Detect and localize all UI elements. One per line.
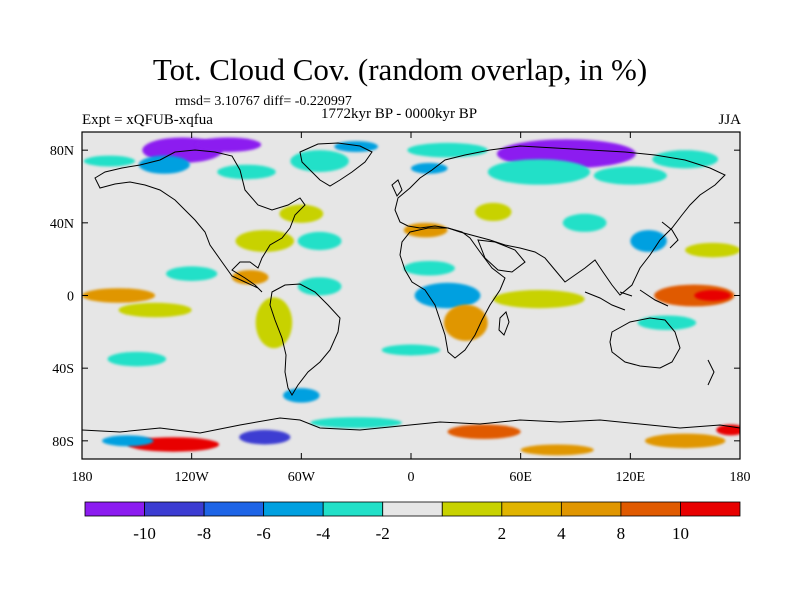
anomaly-patch (231, 270, 269, 285)
coastline-north-america (94, 149, 306, 293)
colorbar-label: 4 (557, 524, 566, 543)
colorbar-label: -10 (133, 524, 156, 543)
lon-tick-label: 60E (509, 470, 532, 485)
anomaly-patch (239, 429, 291, 445)
anomaly-patch (414, 282, 481, 309)
anomaly-patch (138, 155, 190, 174)
experiment-label: Expt = xQFUB-xqfua (82, 112, 213, 128)
colorbar-swatch (560, 501, 622, 517)
season-label: JJA (718, 112, 741, 128)
anomaly-patch (493, 290, 585, 309)
lat-tick-label: 80S (52, 435, 74, 450)
anomaly-patch (685, 242, 740, 258)
coastline-arabia (477, 239, 526, 273)
anomaly-patch (255, 297, 293, 349)
anomaly-patch (195, 137, 262, 152)
anomaly-patch (487, 159, 591, 185)
colorbar-swatch (144, 501, 205, 517)
coastline-antarctica (82, 417, 740, 434)
anomaly-patch (407, 142, 488, 158)
colorbar-label: 8 (617, 524, 626, 543)
colorbar-label: -4 (316, 524, 331, 543)
colorbar-swatch (620, 501, 681, 517)
anomaly-patch (334, 141, 379, 152)
coastline-madagascar (498, 311, 510, 336)
colorbar-swatch (501, 501, 562, 517)
colorbar-swatch (441, 501, 503, 517)
lon-tick-label: 180 (730, 470, 751, 485)
anomaly-patch (447, 424, 521, 440)
colorbar-label: 10 (672, 524, 689, 543)
coastline-australia (609, 317, 681, 369)
colorbar: -10 -8 -6 -4 -2 2 4 8 10 (84, 501, 741, 543)
lon-tick-label: 60W (288, 470, 316, 485)
axis-ticks: 180 120W 60W 0 60E 120E 180 80N 40N 0 40S 80S (50, 132, 751, 485)
coastline-greenland (299, 142, 373, 187)
coastline-africa (399, 227, 506, 359)
lon-tick-label: 120E (616, 470, 646, 485)
anomaly-patch (310, 417, 402, 429)
anomaly-patch (297, 277, 342, 296)
anomaly-patch (593, 166, 667, 185)
lat-tick-label: 80N (50, 144, 74, 159)
colorbar-label: -6 (257, 524, 271, 543)
lat-tick-label: 40N (50, 217, 74, 232)
anomaly-patch (474, 202, 512, 222)
anomaly-field (82, 137, 740, 456)
colorbar-swatch (322, 501, 384, 517)
anomaly-patch (217, 164, 276, 180)
anomaly-patch (716, 424, 740, 436)
colorbar-swatch (382, 501, 443, 517)
colorbar-label: -8 (197, 524, 211, 543)
colorbar-swatch (680, 501, 741, 517)
colorbar-swatch (84, 501, 145, 517)
lon-tick-label: 120W (175, 470, 210, 485)
anomaly-patch (297, 231, 342, 251)
anomaly-patch (562, 213, 607, 232)
anomaly-patch (644, 433, 726, 449)
anomaly-patch (107, 351, 167, 367)
anomaly-patch (694, 290, 731, 301)
anomaly-patch (102, 435, 154, 447)
period-label: 1772kyr BP - 0000kyr BP (321, 106, 478, 122)
colorbar-label: -2 (376, 524, 390, 543)
anomaly-patch (652, 150, 719, 169)
anomaly-patch (279, 204, 324, 223)
coastline-british-isles (391, 179, 403, 197)
anomaly-patch (403, 222, 448, 238)
anomaly-patch (235, 230, 295, 252)
coastline-new-zealand (707, 359, 715, 386)
anomaly-patch (82, 288, 156, 303)
colorbar-swatch (263, 501, 324, 517)
anomaly-patch (520, 444, 594, 456)
rmsd-stats-label: rmsd= 3.10767 diff= -0.220997 (175, 94, 352, 109)
anomaly-patch (381, 344, 441, 356)
anomaly-patch (630, 230, 667, 252)
lat-tick-label: 40S (52, 362, 74, 377)
coastlines (82, 142, 740, 434)
coastline-south-america (269, 283, 341, 396)
colorbar-swatch (203, 501, 265, 517)
anomaly-patch (118, 302, 192, 318)
lon-tick-label: 0 (408, 470, 415, 485)
anomaly-patch (283, 388, 320, 403)
anomaly-patch (83, 155, 136, 167)
lon-tick-label: 180 (72, 470, 93, 485)
coastline-indonesia (584, 289, 669, 311)
lat-tick-label: 0 (67, 290, 74, 305)
anomaly-patch (290, 150, 349, 172)
anomaly-patch (166, 266, 218, 281)
anomaly-patch (403, 260, 455, 276)
colorbar-label: 2 (498, 524, 507, 543)
coastline-japan (661, 221, 679, 249)
map-title: Tot. Cloud Cov. (random overlap, in %) (152, 52, 648, 87)
